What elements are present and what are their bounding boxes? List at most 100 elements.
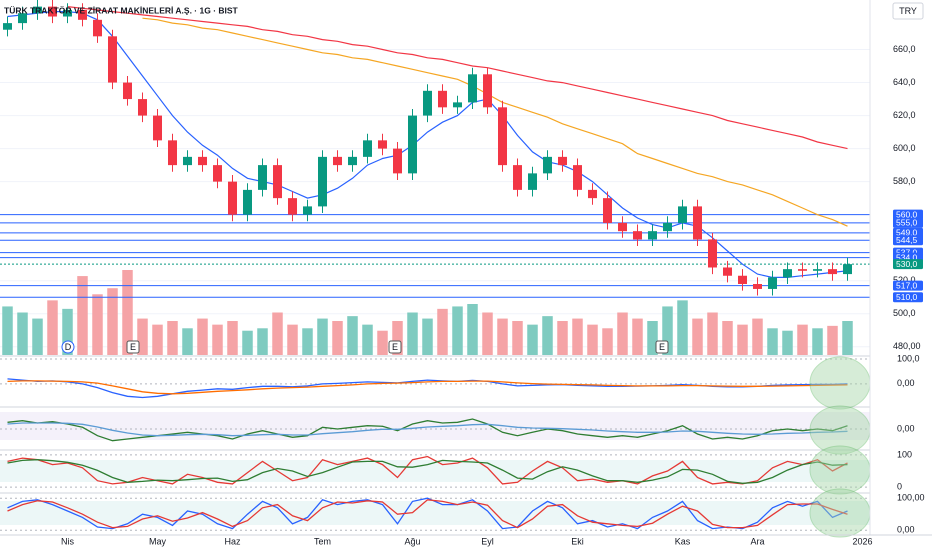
candle-body [108,36,117,83]
event-marker[interactable] [655,340,669,354]
volume-bar [647,321,658,355]
volume-bar [17,312,28,355]
candle-body [153,115,162,141]
y-tick-label: 0 [897,482,902,492]
candle-body [798,269,807,271]
event-marker[interactable] [126,340,140,354]
level-box [893,259,923,270]
volume-bar [407,312,418,355]
volume-bar [752,318,763,355]
candle-body [303,206,312,215]
y-tick-label: 660,0 [893,44,916,54]
candle-body [543,156,552,174]
level-label: 560,0 [896,209,918,219]
volume-bar [137,318,148,355]
band [0,501,870,525]
volume-bar [737,324,748,355]
event-label: D [65,342,72,352]
x-tick-label: Nis [61,536,74,546]
x-tick-label: Eyl [481,536,494,546]
price-axis [870,0,932,550]
candle-body [138,99,147,116]
volume [2,270,853,355]
level-label: 517,0 [896,280,918,290]
candle-body [513,165,522,190]
level-label: 530,0 [896,259,918,269]
volume-bar [227,321,238,355]
volume-bar [332,321,343,355]
volume-bar [797,324,808,355]
series-line [7,455,848,485]
candle-body [528,173,537,190]
volume-bar [212,324,223,355]
series-line [67,6,848,150]
candle-body [723,267,732,276]
candle-body [78,9,87,20]
candle-body [48,6,57,17]
candle-body [468,74,477,103]
candle-body [18,13,27,24]
candle-body [273,165,282,199]
candle-body [753,284,762,289]
highlight [809,445,871,495]
level-label: 544,5 [896,235,918,245]
volume-bar [242,330,253,355]
level-label: 534,0 [896,252,918,262]
volume-bar [542,316,553,355]
series-line [7,459,848,484]
currency-box[interactable] [892,2,924,20]
candle-body [618,222,627,232]
volume-bar [617,312,628,355]
x-tick-label: Ara [750,536,764,546]
candle-body [648,231,657,240]
highlights [809,356,871,538]
candle-body [483,74,492,108]
y-tick-label: 100,00 [897,493,925,503]
chart-title: TÜRK TRAKTÖR VE ZİRAAT MAKİNELERİ A.Ş. ·… [4,5,239,15]
candle-body [288,198,297,215]
candle-body [408,115,417,174]
candle-body [198,156,207,166]
series-line [7,11,848,278]
volume-bar [677,300,688,355]
volume-bar [602,328,613,355]
volume-bar [722,321,733,355]
event-marker[interactable] [61,340,75,354]
level-label: 549,0 [896,228,918,238]
candle-body [348,156,357,166]
level-box [893,235,923,246]
volume-bar [482,312,493,355]
series-line [7,497,848,530]
level-label: 510,0 [896,292,918,302]
volume-bar [152,324,163,355]
candle-body [33,6,42,14]
candle-body [783,269,792,278]
candle-body [333,156,342,166]
y-tick-label: 100 [897,449,912,459]
volume-bar [182,328,193,355]
volume-bar [302,328,313,355]
y-tick-label: 640,0 [893,77,916,87]
volume-bar [47,300,58,355]
x-tick-label: Tem [314,536,331,546]
y-tick-label: 0,00 [897,525,915,535]
volume-bar [512,321,523,355]
y-tick-label: 0,00 [897,423,915,433]
event-label: E [392,342,398,352]
candle-body [213,165,222,182]
event-marker[interactable] [388,340,402,354]
volume-bar [362,324,373,355]
volume-bar [767,328,778,355]
candle-body [603,198,612,223]
volume-bar [497,318,508,355]
candle-body [768,277,777,289]
volume-bar [812,328,823,355]
event-label: E [130,342,136,352]
y-tick-label: 480,00 [893,341,921,351]
candle-body [738,275,747,284]
candle-body [93,19,102,37]
volume-bar [377,330,388,355]
volume-bar [392,321,403,355]
volume-bar [572,318,583,355]
